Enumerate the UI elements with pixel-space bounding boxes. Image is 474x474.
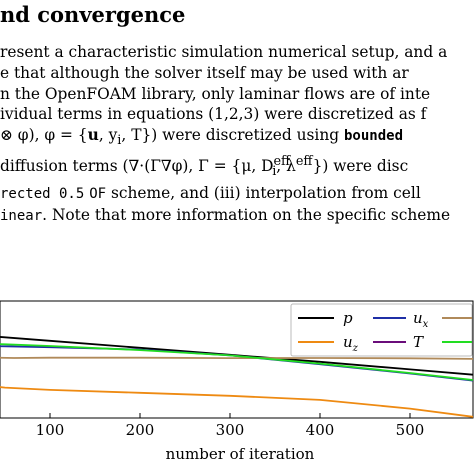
series-line-u_y <box>0 356 474 360</box>
math-fragment: }) were disc <box>312 157 409 176</box>
math-bold-u: u <box>87 126 99 145</box>
x-tick-label: 300 <box>216 421 245 439</box>
paragraph-line-3: n the OpenFOAM library, only laminar flo… <box>0 84 431 103</box>
math-subscript: i <box>117 133 122 149</box>
paragraph-line-8: inear. Note that more information on the… <box>0 205 474 227</box>
plot-frame <box>0 300 474 419</box>
convergence-chart: 100 200 300 400 500 number of iteration p ux… <box>0 300 474 463</box>
legend-label-uz-main: u <box>343 333 353 351</box>
math-fragment: diffusion terms (∇·(Γ∇φ), Γ = {μ, D <box>0 157 274 176</box>
paragraph-line-6: diffusion terms (∇·(Γ∇φ), Γ = {μ, Deffi,… <box>0 152 474 183</box>
x-tick-label: 500 <box>396 421 425 439</box>
paragraph-line-2: e that although the solver itself may be… <box>0 63 409 82</box>
code-keyword: OF <box>89 186 107 203</box>
paragraph-line-5: ⊗ φ), φ = {u, yi, T}) were discretized u… <box>0 125 474 152</box>
math-superscript: eff <box>295 154 313 170</box>
series-line-u_z <box>0 386 474 418</box>
section-heading: nd convergence <box>0 2 186 27</box>
x-tick-label: 400 <box>306 421 335 439</box>
code-keyword: inear <box>0 207 43 224</box>
math-fragment: , T}) were discretized using <box>121 126 344 145</box>
legend-label-T: T <box>413 333 424 351</box>
legend-label-ux-sub: x <box>423 319 429 330</box>
paragraph-line-1: resent a characteristic simulation numer… <box>0 43 448 61</box>
paragraph-line-4: ividual terms in equations (1,2,3) were … <box>0 105 427 124</box>
x-axis-label: number of iteration <box>166 445 315 463</box>
math-subscript: i <box>272 164 277 180</box>
code-keyword: bounded <box>344 128 404 145</box>
series-line-Ti <box>0 343 474 381</box>
x-tick-label: 100 <box>36 421 65 439</box>
code-keyword: rected 0.5 <box>0 186 85 203</box>
math-fragment: ⊗ φ), φ = { <box>0 126 88 145</box>
x-axis-ticks: 100 200 300 400 500 <box>36 413 425 439</box>
legend-label-ux: ux <box>413 309 429 330</box>
legend-label-uz: uz <box>343 333 359 354</box>
paragraph: resent a characteristic simulation numer… <box>0 42 474 227</box>
paragraph-line-7: rected 0.5 OF scheme, and (iii) interpol… <box>0 183 474 205</box>
paragraph-text: . Note that more information on the spec… <box>42 205 451 224</box>
paragraph-text: scheme, and (iii) interpolation from cel… <box>106 184 421 203</box>
math-superscript: eff <box>273 154 291 170</box>
math-fragment: , y <box>98 126 118 145</box>
x-tick-label: 200 <box>126 421 155 439</box>
legend-label-ux-main: u <box>413 309 423 327</box>
legend: p ux uz T <box>290 303 473 357</box>
legend-label-uz-sub: z <box>352 343 359 354</box>
legend-label-p: p <box>343 309 353 327</box>
math-fragment: , λ <box>276 157 296 176</box>
legend-box <box>290 303 473 357</box>
series-layer <box>0 336 474 418</box>
